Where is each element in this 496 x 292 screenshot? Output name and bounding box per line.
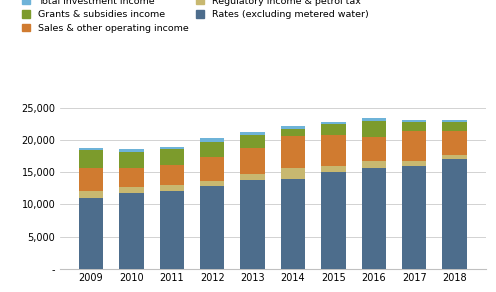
Bar (200, 157, 224, 181)
Bar (281, 136, 305, 168)
Bar (402, 122, 426, 131)
Bar (281, 179, 305, 269)
Bar (241, 148, 265, 174)
Bar (321, 172, 346, 269)
Bar (281, 126, 305, 128)
Bar (321, 135, 346, 166)
Bar (200, 186, 224, 269)
Bar (362, 161, 386, 168)
Bar (79, 150, 103, 168)
Bar (442, 159, 467, 269)
Bar (160, 149, 184, 165)
Bar (160, 185, 184, 191)
Bar (120, 194, 143, 269)
Bar (200, 138, 224, 142)
Bar (200, 181, 224, 186)
Bar (321, 166, 346, 172)
Bar (281, 128, 305, 136)
Bar (120, 187, 143, 194)
Bar (120, 149, 143, 152)
Bar (362, 168, 386, 269)
Bar (200, 142, 224, 157)
Bar (79, 148, 103, 150)
Bar (160, 191, 184, 269)
Bar (281, 168, 305, 179)
Bar (321, 124, 346, 135)
Bar (402, 161, 426, 166)
Bar (160, 147, 184, 149)
Bar (442, 131, 467, 155)
Bar (160, 165, 184, 185)
Bar (79, 191, 103, 198)
Bar (362, 121, 386, 137)
Bar (120, 168, 143, 187)
Bar (120, 152, 143, 168)
Bar (79, 168, 103, 191)
Bar (362, 137, 386, 161)
Bar (362, 118, 386, 121)
Bar (442, 155, 467, 159)
Bar (402, 131, 426, 161)
Bar (241, 174, 265, 180)
Bar (241, 135, 265, 148)
Bar (402, 120, 426, 122)
Bar (321, 122, 346, 124)
Legend: Total investment income, Grants & subsidies income, Sales & other operating inco: Total investment income, Grants & subsid… (22, 0, 369, 33)
Bar (402, 166, 426, 269)
Bar (241, 180, 265, 269)
Bar (79, 198, 103, 269)
Bar (442, 122, 467, 131)
Bar (241, 132, 265, 135)
Bar (442, 120, 467, 122)
